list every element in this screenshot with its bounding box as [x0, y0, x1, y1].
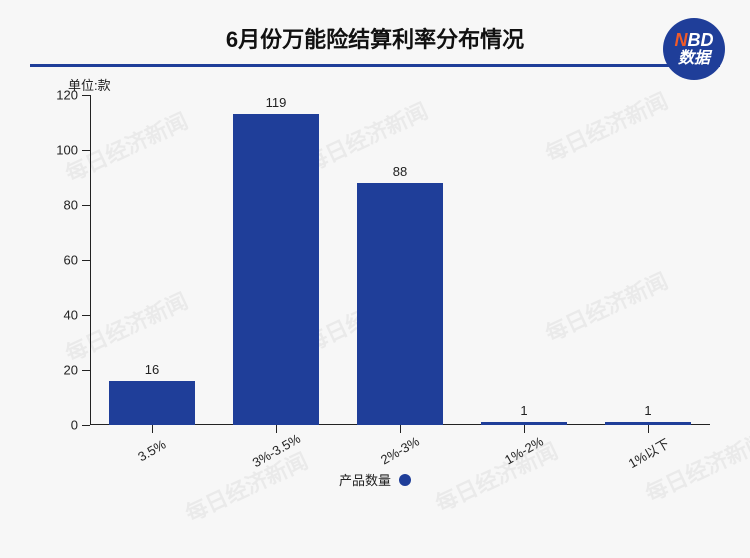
- x-tick: [400, 425, 401, 433]
- title-underline: [30, 64, 720, 67]
- bar-value-label: 1: [520, 403, 527, 418]
- bar: [109, 381, 196, 425]
- logo-n: N: [675, 30, 688, 50]
- bar-slot: 11%以下: [586, 95, 710, 425]
- x-tick-label: 1%-2%: [502, 434, 546, 468]
- bar: [357, 183, 444, 425]
- plot-area: 163.5%1193%-3.5%882%-3%11%-2%11%以下 02040…: [90, 95, 710, 425]
- y-tick-label: 20: [50, 363, 90, 378]
- x-tick-label: 3.5%: [135, 437, 168, 465]
- y-tick-label: 60: [50, 253, 90, 268]
- bar-slot: 882%-3%: [338, 95, 462, 425]
- legend-label: 产品数量: [339, 470, 391, 489]
- x-tick-label: 1%以下: [624, 433, 672, 472]
- logo-sub: 数据: [678, 51, 710, 67]
- bar-value-label: 88: [393, 164, 407, 179]
- bar-slot: 1193%-3.5%: [214, 95, 338, 425]
- bars-container: 163.5%1193%-3.5%882%-3%11%-2%11%以下: [90, 95, 710, 425]
- y-tick-label: 40: [50, 308, 90, 323]
- nbd-logo: NBD 数据: [663, 18, 725, 80]
- bar-value-label: 1: [644, 403, 651, 418]
- legend: 产品数量: [30, 470, 720, 489]
- legend-marker: [399, 474, 411, 486]
- logo-top-line: NBD: [675, 31, 714, 49]
- y-tick-label: 120: [50, 88, 90, 103]
- bar-slot: 163.5%: [90, 95, 214, 425]
- bar-slot: 11%-2%: [462, 95, 586, 425]
- x-tick: [152, 425, 153, 433]
- logo-bd: BD: [688, 30, 714, 50]
- chart-title: 6月份万能险结算利率分布情况: [30, 22, 720, 54]
- x-tick: [524, 425, 525, 433]
- x-tick-label: 2%-3%: [378, 434, 422, 468]
- chart-header: 6月份万能险结算利率分布情况 NBD 数据: [0, 0, 750, 67]
- x-tick-label: 3%-3.5%: [249, 431, 302, 470]
- y-tick-label: 100: [50, 143, 90, 158]
- bar-chart: 单位:款 163.5%1193%-3.5%882%-3%11%-2%11%以下 …: [30, 75, 720, 495]
- bar-value-label: 16: [145, 362, 159, 377]
- bar-value-label: 119: [266, 95, 287, 110]
- x-tick: [648, 425, 649, 433]
- y-tick-label: 80: [50, 198, 90, 213]
- bar: [233, 114, 320, 425]
- y-tick-label: 0: [50, 418, 90, 433]
- x-tick: [276, 425, 277, 433]
